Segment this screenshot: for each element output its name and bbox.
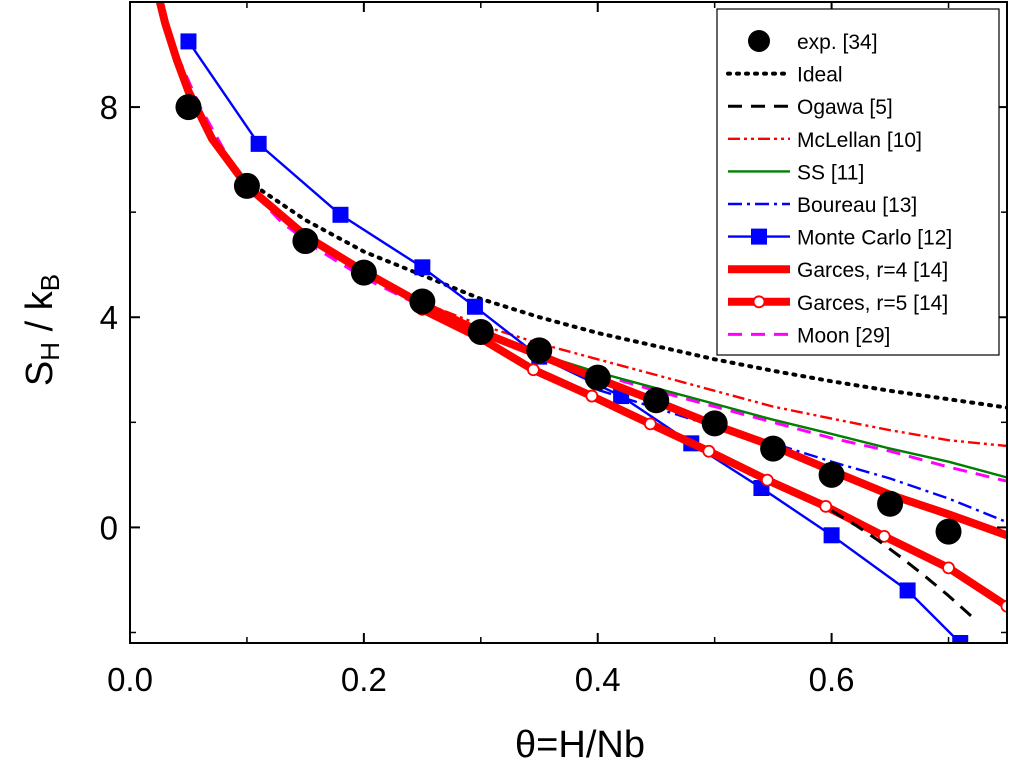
data-point-exp-34: [233, 172, 260, 199]
series-line-ideal: [244, 178, 1007, 410]
legend-label: SS [11]: [797, 161, 864, 184]
data-point-monte-carlo-12: [250, 135, 267, 152]
series-line-mclellan-10: [363, 271, 1007, 448]
x-tick-label: 0.0: [107, 661, 153, 698]
series-line-boureau-13: [597, 388, 1007, 524]
legend-label: Moon [29]: [797, 324, 890, 347]
legend-label: McLellan [10]: [797, 129, 922, 152]
data-point-garces-r-5-14: [1000, 599, 1007, 613]
data-point-exp-34: [526, 337, 553, 364]
plot-frame: [129, 1, 1008, 644]
data-point-garces-r-5-14: [877, 529, 891, 543]
legend-entries: exp. [34] Ideal Ogawa [5] McLellan [10] SS […: [726, 30, 952, 347]
y-tick-label: 4: [100, 299, 118, 336]
data-point-exp-34: [818, 461, 845, 488]
data-point-exp-34: [935, 518, 962, 545]
legend-label: Ideal: [797, 64, 843, 87]
data-point-exp-34: [760, 435, 787, 462]
data-point-exp-34: [467, 318, 494, 345]
data-point-exp-34: [409, 288, 436, 315]
y-tick-label: 8: [100, 89, 118, 126]
x-tick-label: 0.2: [341, 661, 387, 698]
legend-item-monte-carlo-12: Monte Carlo [12]: [728, 227, 952, 250]
series-line-monte-carlo-12: [187, 40, 962, 643]
legend-item-exp-34: exp. [34]: [748, 30, 878, 54]
x-tick-label: 0.4: [575, 661, 621, 698]
data-point-exp-34: [701, 410, 728, 437]
x-axis-title: θ=H/Nb: [515, 724, 645, 766]
legend-item-ideal: Ideal: [726, 64, 843, 87]
legend-label: Monte Carlo [12]: [797, 227, 952, 250]
ticks-layer: [129, 2, 1007, 643]
data-point-exp-34: [643, 387, 670, 414]
data-point-monte-carlo-12: [414, 259, 431, 276]
legend-label: Garces, r=4 [14]: [797, 259, 948, 282]
data-point-garces-r-5-14: [527, 363, 540, 377]
data-point-monte-carlo-12: [466, 298, 483, 315]
legend-item-ogawa-5: Ogawa [5]: [728, 96, 893, 119]
tick-labels: 0.0 0.2 0.4 0.6 0 4 8: [100, 89, 855, 698]
legend-label: Ogawa [5]: [797, 96, 893, 119]
legend-swatch-marker: [751, 228, 767, 245]
legend-swatch-marker: [748, 30, 770, 52]
data-point-exp-34: [292, 228, 319, 255]
legend-item-moon-29: Moon [29]: [728, 324, 890, 347]
legend-item-garces-r-4-14: Garces, r=4 [14]: [728, 259, 948, 282]
data-point-monte-carlo-12: [823, 527, 840, 544]
x-tick-label: 0.6: [809, 661, 855, 698]
data-point-garces-r-5-14: [819, 499, 833, 513]
series-line-ogawa-5: [830, 509, 973, 618]
legend-item-boureau-13: Boureau [13]: [728, 194, 917, 217]
data-point-garces-r-5-14: [760, 473, 774, 487]
data-point-monte-carlo-12: [952, 635, 969, 643]
series-layer: [155, 2, 1007, 643]
data-point-monte-carlo-12: [332, 206, 349, 223]
data-point-monte-carlo-12: [180, 33, 197, 50]
legend-item-mclellan-10: McLellan [10]: [728, 129, 922, 152]
data-point-garces-r-5-14: [942, 561, 955, 575]
data-point-garces-r-5-14: [585, 389, 599, 403]
legend-swatch-marker: [752, 295, 766, 309]
data-point-exp-34: [350, 259, 377, 286]
data-point-exp-34: [584, 364, 611, 391]
legend-label: exp. [34]: [797, 31, 878, 54]
data-point-garces-r-5-14: [643, 417, 657, 431]
legend-label: Garces, r=5 [14]: [797, 292, 948, 315]
data-point-garces-r-5-14: [702, 444, 716, 458]
legend: exp. [34] Ideal Ogawa [5] McLellan [10] SS […: [716, 8, 1000, 356]
legend-box: [716, 8, 1000, 356]
y-axis-title: SH / kB: [19, 274, 65, 386]
data-point-exp-34: [175, 94, 202, 121]
data-point-monte-carlo-12: [899, 582, 916, 599]
legend-item-ss-11: SS [11]: [728, 161, 864, 184]
legend-label: Boureau [13]: [797, 194, 917, 217]
y-tick-label: 0: [100, 509, 118, 546]
data-point-exp-34: [877, 490, 904, 517]
legend-item-garces-r-5-14: Garces, r=5 [14]: [728, 292, 948, 315]
